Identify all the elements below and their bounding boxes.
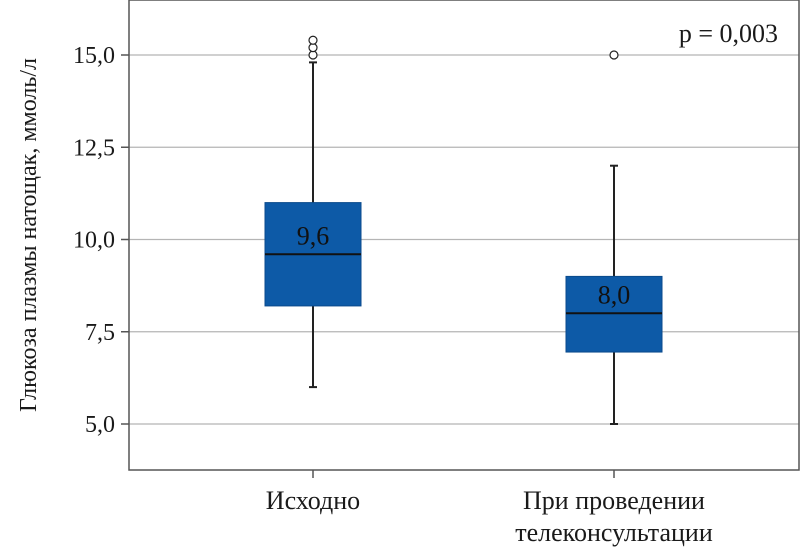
y-tick-label: 10,0 [73, 228, 115, 254]
y-tick-label: 12,5 [73, 135, 115, 161]
category-label: Исходно [266, 486, 360, 515]
y-axis-label: Глюкоза плазмы натощак, ммоль/л [16, 58, 42, 412]
box-group: 8,0 [565, 50, 663, 425]
median-value-label: 9,6 [297, 221, 330, 250]
boxes: 9,6 8,0 [264, 35, 663, 425]
y-tick-label: 15,0 [73, 43, 115, 69]
median-value-label: 8,0 [598, 280, 631, 309]
box-group: 9,6 [264, 35, 362, 389]
gridlines [129, 54, 799, 425]
y-tick-label: 7,5 [85, 320, 115, 346]
outlier-point [308, 35, 318, 45]
y-tick-label: 5,0 [85, 412, 115, 438]
outlier-point [609, 50, 619, 60]
plot-frame [128, 0, 800, 471]
category-label: телеконсультации [515, 518, 713, 547]
p-value-annotation: p = 0,003 [679, 19, 778, 48]
x-axis: Исходно При проведении телеконсультации [266, 470, 713, 547]
category-label: При проведении [523, 486, 705, 515]
y-axis: 5,0 7,5 10,0 12,5 15,0 [73, 43, 129, 438]
